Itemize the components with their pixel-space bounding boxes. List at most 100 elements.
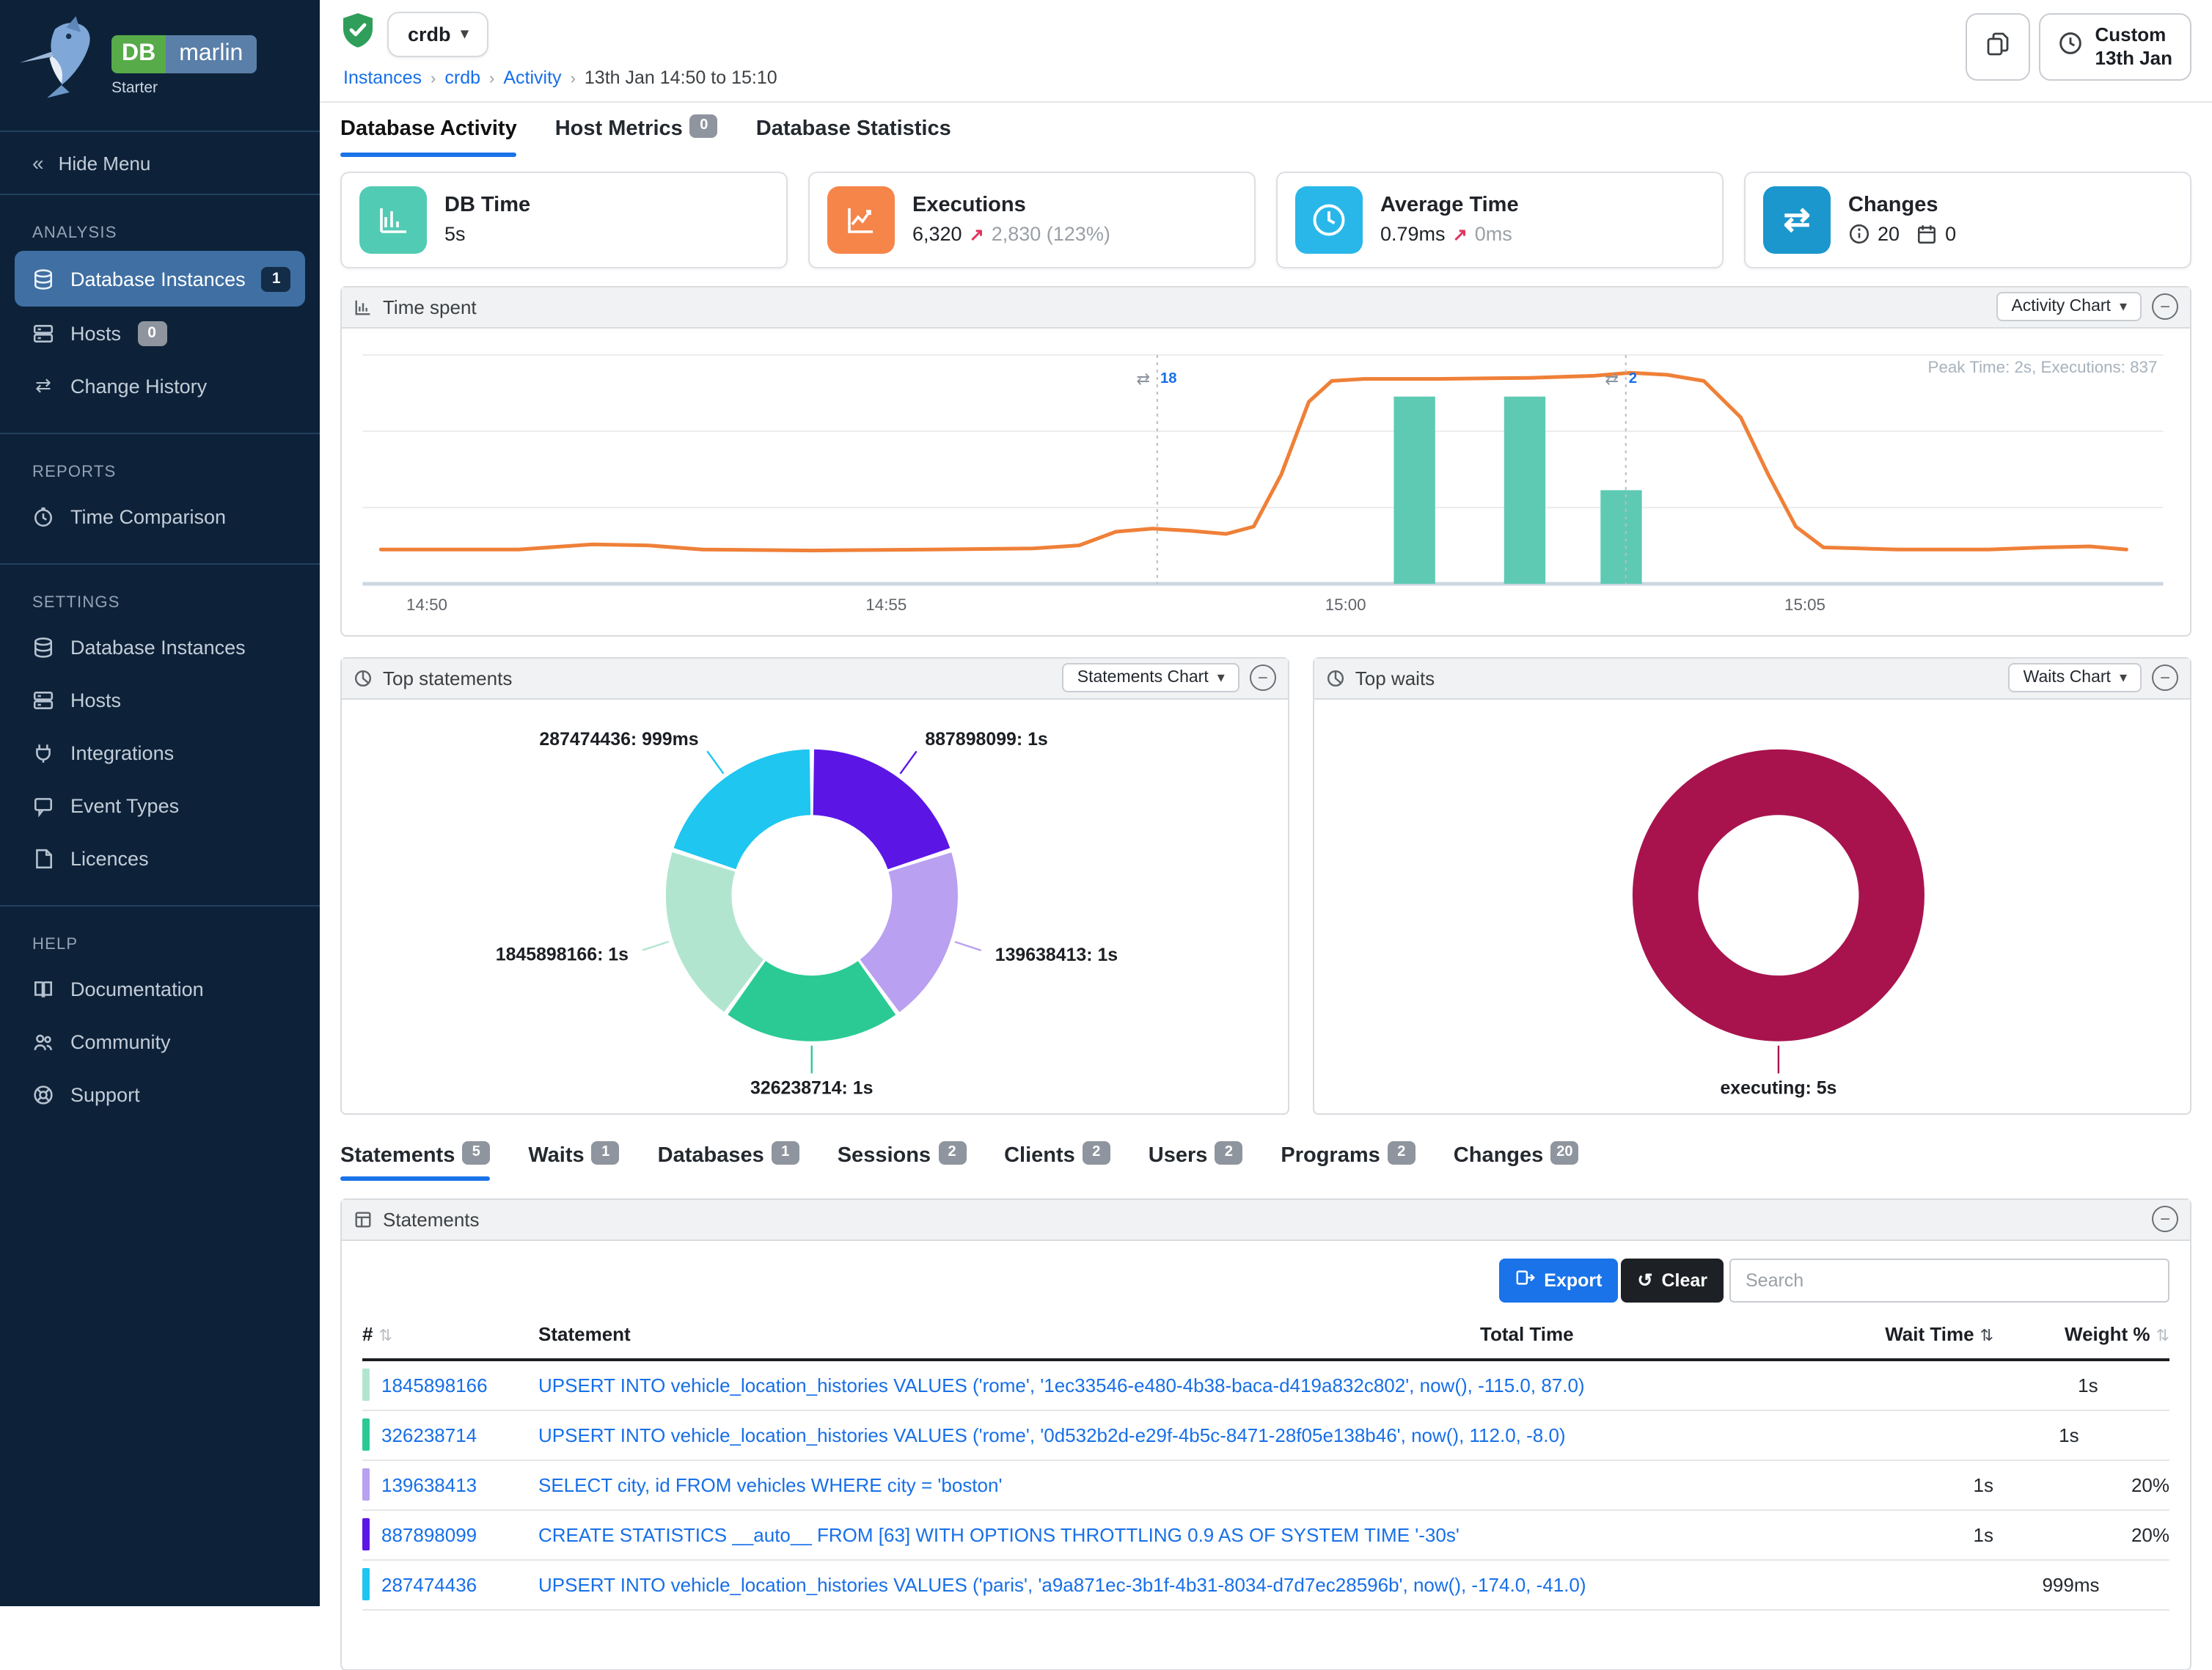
statement-id-link[interactable]: 887898099 (381, 1523, 477, 1545)
sidebar-item-time-comparison[interactable]: Time Comparison (0, 490, 320, 543)
main-content: crdb ▾ Instances›crdb›Activity›13th Jan … (320, 0, 2212, 1606)
breadcrumb-link-activity[interactable]: Activity (503, 67, 561, 88)
health-shield-icon (340, 12, 376, 57)
count-badge: 2 (1215, 1140, 1242, 1164)
col-wait-time[interactable]: Wait Time (1885, 1322, 1974, 1344)
collapse-panel-button[interactable]: − (2152, 664, 2178, 691)
sidebar-item-documentation[interactable]: Documentation (0, 962, 320, 1015)
export-button[interactable]: Export (1498, 1258, 1618, 1302)
svg-text:⇄: ⇄ (1136, 369, 1150, 387)
sidebar-item-licences[interactable]: Licences (0, 832, 320, 885)
marlin-fish-icon (15, 15, 111, 110)
wait-time-value: 1s (1700, 1523, 1993, 1545)
sidebar-item-hosts[interactable]: Hosts 0 (0, 307, 320, 359)
table-toolbar: Export ↺ Clear (362, 1258, 2169, 1302)
statement-color-bar (362, 1468, 370, 1501)
sidebar-section-analysis: ANALYSIS Database Instances 1 Hosts 0 ⇄ … (0, 195, 320, 412)
clear-button[interactable]: ↺ Clear (1621, 1258, 1724, 1302)
statement-link[interactable]: UPSERT INTO vehicle_location_histories V… (538, 1374, 1585, 1396)
event-change-count: 20 (1878, 223, 1900, 245)
sidebar-section-reports: REPORTS Time Comparison (0, 433, 320, 543)
table-row: 1845898166 UPSERT INTO vehicle_location_… (362, 1360, 2169, 1410)
wait-time-value: 999ms (1806, 1573, 2100, 1595)
sidebar-item-change-history[interactable]: ⇄ Change History (0, 359, 320, 412)
collapse-panel-button[interactable]: − (2152, 293, 2178, 320)
count-badge: 2 (938, 1140, 966, 1164)
col-num[interactable]: # (362, 1322, 373, 1344)
statement-color-bar (362, 1568, 370, 1600)
sidebar-item-integrations[interactable]: Integrations (0, 726, 320, 779)
clock-icon (1295, 186, 1363, 253)
statement-link[interactable]: CREATE STATISTICS __auto__ FROM [63] WIT… (538, 1523, 1480, 1545)
line-chart-icon (827, 186, 895, 253)
calendar-change-count: 0 (1945, 223, 1956, 245)
statement-link[interactable]: SELECT city, id FROM vehicles WHERE city… (538, 1473, 1480, 1495)
time-range-button[interactable]: Custom 13th Jan (2040, 13, 2192, 81)
sort-icon[interactable]: ⇅ (378, 1327, 392, 1344)
sidebar-item-community[interactable]: Community (0, 1015, 320, 1068)
top-bar: crdb ▾ Instances›crdb›Activity›13th Jan … (320, 0, 2212, 103)
top-waits-donut[interactable]: executing: 5s (1314, 702, 2190, 1110)
search-input[interactable] (1729, 1258, 2169, 1302)
weight-value: 20% (2098, 1374, 2212, 1396)
tab-database-activity[interactable]: Database Activity (340, 117, 517, 156)
kpi-label: Average Time (1380, 194, 1519, 217)
sort-icon[interactable]: ⇅ (2156, 1327, 2169, 1344)
instance-selector[interactable]: crdb ▾ (387, 12, 489, 57)
table-header-row: # ⇅ Statement Total Time Wait Time ⇅ Weigh… (362, 1322, 2169, 1360)
sidebar-item-label: Database Instances (70, 636, 246, 658)
sidebar-section-help: HELP Documentation Community Support (0, 905, 320, 1121)
sidebar-item-settings-hosts[interactable]: Hosts (0, 673, 320, 726)
hide-menu-button[interactable]: « Hide Menu (0, 131, 320, 195)
breadcrumb-link-instances[interactable]: Instances (343, 67, 422, 88)
breadcrumb-link-crdb[interactable]: crdb (444, 67, 480, 88)
collapse-panel-button[interactable]: − (1250, 664, 1276, 691)
sidebar-item-support[interactable]: Support (0, 1068, 320, 1121)
instance-name: crdb (408, 23, 451, 45)
count-badge: 1 (592, 1140, 620, 1164)
count-badge: 0 (690, 114, 718, 137)
statement-link[interactable]: UPSERT INTO vehicle_location_histories V… (538, 1573, 1586, 1595)
statement-id-link[interactable]: 139638413 (381, 1473, 477, 1495)
weight-value: 20% (1993, 1523, 2169, 1545)
collapse-panel-button[interactable]: − (2152, 1206, 2178, 1232)
weight-value: 20% (1993, 1473, 2169, 1495)
sidebar-item-event-types[interactable]: Event Types (0, 779, 320, 832)
statement-id-link[interactable]: 1845898166 (381, 1374, 488, 1396)
statement-id-link[interactable]: 326238714 (381, 1424, 477, 1446)
sidebar-item-settings-database-instances[interactable]: Database Instances (0, 620, 320, 673)
copy-icon (1985, 30, 2012, 64)
tab-database-statistics[interactable]: Database Statistics (756, 117, 951, 156)
svg-text:⇄: ⇄ (1605, 369, 1619, 387)
col-total-time[interactable]: Total Time (1480, 1322, 1574, 1344)
statement-id-link[interactable]: 287474436 (381, 1573, 477, 1595)
waits-chart-dropdown[interactable]: Waits Chart▾ (2009, 663, 2142, 692)
book-icon (32, 978, 54, 1000)
sidebar-item-label: Event Types (70, 794, 179, 816)
col-statement[interactable]: Statement (538, 1322, 631, 1344)
col-weight[interactable]: Weight % (2065, 1322, 2150, 1344)
copy-link-button[interactable] (1966, 13, 2031, 81)
sort-icon[interactable]: ⇅ (1980, 1327, 1993, 1344)
section-title: SETTINGS (32, 594, 320, 612)
up-arrow-icon: ↗ (970, 224, 984, 244)
activity-chart-dropdown[interactable]: Activity Chart▾ (1996, 292, 2142, 321)
panel-title: Top statements (383, 667, 1052, 689)
breadcrumb: Instances›crdb›Activity›13th Jan 14:50 t… (343, 67, 2191, 88)
sidebar-item-database-instances[interactable]: Database Instances 1 (15, 251, 305, 307)
statement-link[interactable]: UPSERT INTO vehicle_location_histories V… (538, 1424, 1566, 1446)
up-arrow-icon: ↗ (1453, 224, 1468, 244)
statements-chart-dropdown[interactable]: Statements Chart▾ (1063, 663, 1239, 692)
sidebar-item-label: Integrations (70, 741, 174, 763)
